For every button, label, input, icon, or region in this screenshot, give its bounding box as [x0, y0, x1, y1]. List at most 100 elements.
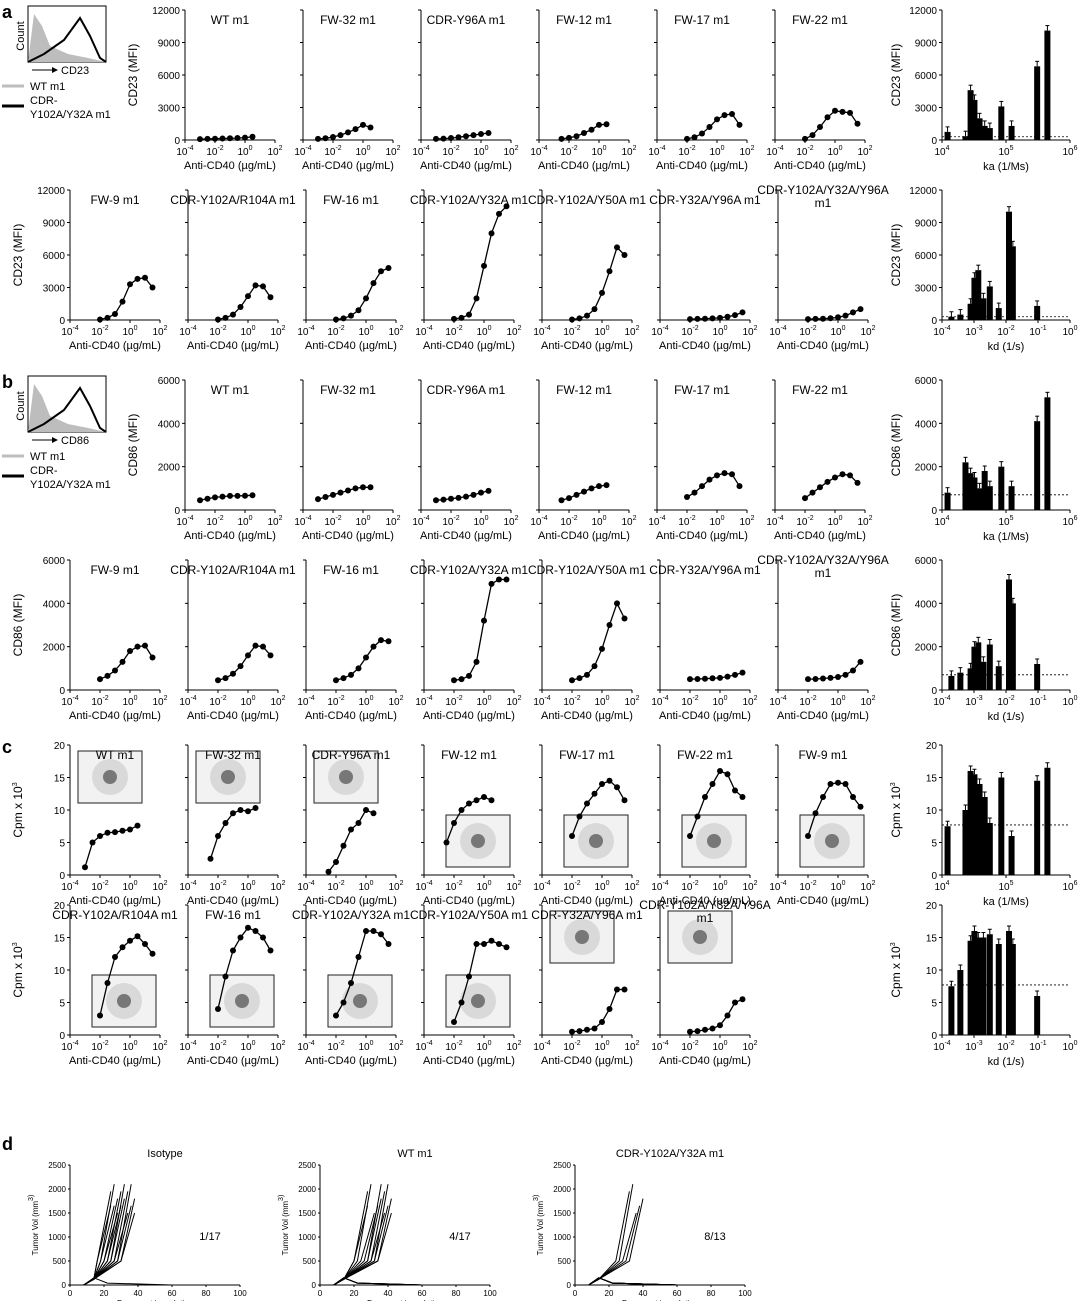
- sec-b-row2-fw-9-m1-point: [149, 654, 156, 661]
- sec-a-row2-cdr-y102a-r104a-m1-point: [230, 311, 236, 318]
- sec-c-row1-fw-9-m1-xtick-label-base: 10: [799, 882, 811, 893]
- sec-a-row1-cdr-y96a-m1-point: [485, 129, 492, 136]
- panel-d-wt-m1-ratio: 4/17: [449, 1231, 470, 1243]
- sec-a-row1-fw-12-m1-point: [603, 121, 610, 128]
- sec-c-row2-cdr-y102a-y32a-y96a-m1-point: [687, 1028, 693, 1035]
- sec-c-row1-wt-m1-ytick-label: 15: [54, 774, 66, 785]
- panel-d-cdr-y102a-y32a-m1-ytick-label: 500: [558, 1257, 572, 1266]
- sec-c-row1-wt-m1-xtick-label-exp: 2: [164, 880, 168, 887]
- sec-b-row1-fw-17-m1-xlabel: Anti-CD40 (µg/mL): [656, 530, 748, 542]
- sec-b-row1-fw-32-m1-xtick-label-exp: -2: [335, 515, 341, 522]
- sec-b-kd-bars-xtick-label: 10-3: [965, 695, 982, 708]
- sec-a-kd-bars-xtick-label-base: 10: [997, 327, 1009, 338]
- sec-b-row1-cdr-y96a-m1-xtick-label-exp: 2: [515, 515, 519, 522]
- sec-b-ka-bars-bar: [981, 471, 988, 510]
- sec-a-ka-bars-ytick-label: 0: [931, 136, 937, 147]
- panel-d-cdr-y102a-y32a-m1-title: CDR-Y102A/Y32A m1: [616, 1148, 724, 1160]
- sec-a-histogram-xlabel: CD23: [61, 65, 89, 77]
- sec-a-row1-fw-22-m1-point: [839, 108, 846, 115]
- sec-a-row2-cdr-y32a-y96a-m1-xtick-label-exp: 0: [724, 325, 728, 332]
- sec-a-row2-fw-16-m1-point: [378, 268, 384, 275]
- sec-b-row1-fw-12-m1-point: [573, 491, 580, 498]
- sec-c-row1-fw-22-m1-title: FW-22 m1: [677, 748, 733, 762]
- sec-c-row1-fw-32-m1-xtick-label-base: 10: [179, 882, 191, 893]
- sec-c-row1-fw-22-m1-point: [724, 771, 731, 778]
- sec-b-row2-cdr-y102a-y50a-m1-xtick-label-base: 10: [594, 697, 606, 708]
- sec-c-row2-cdr-y32a-y96a-m1-xtick-label-exp: -2: [574, 1040, 580, 1047]
- sec-c-row2-fw-16-m1-inset-colony: [235, 994, 249, 1008]
- sec-b-kd-bars-xtick-label-exp: -1: [1040, 695, 1046, 702]
- sec-b-row2-cdr-y102a-y50a-m1-curve: [571, 601, 626, 681]
- sec-c-row2-cdr-y102a-r104a-m1-xtick-label-base: 10: [152, 1042, 164, 1053]
- sec-c-row2-cdr-y32a-y96a-m1-xtick-label-exp: 2: [636, 1040, 640, 1047]
- sec-b-row2-cdr-y32a-y96a-m1-xtick-label-exp: -2: [692, 695, 698, 702]
- sec-b-row1-fw-12-m1-point: [566, 495, 572, 502]
- sec-a-row1-fw-32-m1-title: FW-32 m1: [320, 13, 376, 27]
- sec-b-row1-fw-17-m1-title: FW-17 m1: [674, 383, 730, 397]
- sec-c-row1-fw-12-m1-xtick-label-base: 10: [445, 882, 457, 893]
- sec-c-row2-cdr-y102a-y50a-m1-xtick-label-base: 10: [506, 1042, 518, 1053]
- sec-b-kd-bars-xtick-label-exp: -3: [976, 695, 982, 702]
- sec-a-row2-cdr-y102a-y32a-y96a-m1-xtick-label-base: 10: [830, 327, 842, 338]
- sec-b-row2-fw-9-m1-xtick-label-exp: -2: [102, 695, 108, 702]
- sec-b-row2-cdr-y32a-y96a-m1-point: [717, 674, 723, 681]
- sec-a-legend-mutant: CDR-: [30, 95, 58, 107]
- sec-b-row2-cdr-y32a-y96a-m1-point: [724, 673, 731, 680]
- sec-c-row1-fw-17-m1-xtick-label-base: 10: [594, 882, 606, 893]
- sec-c-row2-fw-16-m1-point: [222, 973, 229, 980]
- sec-c-row1-fw-22-m1-xtick-label-exp: -4: [662, 880, 668, 887]
- sec-b-kd-bars-bar: [967, 668, 974, 690]
- sec-b-row2-cdr-y102a-y32a-m1-point: [503, 576, 510, 583]
- sec-c-ka-bars-ylabel-exp: 3: [890, 782, 897, 786]
- sec-a-row1-fw-12-m1-point: [573, 133, 580, 140]
- sec-a-histogram-arrowhead: [52, 67, 58, 73]
- sec-c-row1-wt-m1-inset-colony: [103, 770, 117, 784]
- sec-b-row2-cdr-y102a-y50a-m1-xtick-label: 10-4: [533, 695, 550, 708]
- sec-a-row1-cdr-y96a-m1-xlabel: Anti-CD40 (µg/mL): [420, 160, 512, 172]
- sec-a-row1-fw-12-m1-xtick-label-base: 10: [621, 147, 633, 158]
- sec-c-row2-fw-16-m1-point: [215, 1006, 221, 1012]
- sec-a-row1-wt-m1-ytick-label: 9000: [158, 39, 181, 50]
- sec-c-row2-cdr-y102a-y32a-m1-point: [363, 928, 369, 934]
- panel-d-wt-m1-ytick-label: 500: [303, 1257, 317, 1266]
- sec-c-row1-wt-m1-point: [82, 864, 88, 871]
- sec-b-kd-bars-xtick-label-base: 10: [933, 697, 945, 708]
- sec-b-row2-cdr-y102a-y32a-m1-xtick-label-base: 10: [445, 697, 457, 708]
- panel-d-wt-m1-xtick-label: 80: [452, 1289, 461, 1298]
- panel-d-wt-m1-ylabel-exp: 3): [278, 1195, 285, 1201]
- panel-d-cdr-y102a-y32a-m1-curve: [588, 1205, 641, 1286]
- sec-b-ka-bars-xtick-label-exp: 5: [1010, 515, 1014, 522]
- sec-c-row2-fw-16-m1-xtick-label-exp: 0: [252, 1040, 256, 1047]
- sec-c-row1-fw-32-m1-point: [245, 808, 251, 815]
- sec-b-row2-fw-16-m1-xtick-label: 10-4: [297, 695, 314, 708]
- panel-d-wt-m1-ytick-label: 0: [312, 1281, 317, 1290]
- sec-a-histogram-ylabel: Count: [15, 21, 27, 50]
- sec-b-kd-bars-ylabel: CD86 (MFI): [889, 594, 903, 657]
- sec-b-row2-cdr-y102a-y50a-m1-point: [599, 645, 605, 652]
- sec-c-row1-fw-17-m1-point: [569, 833, 575, 839]
- sec-c-kd-bars-ytick-label: 15: [926, 934, 938, 945]
- sec-b-row1-cdr-y96a-m1-xtick-label-base: 10: [473, 517, 485, 528]
- sec-c-row1-fw-22-m1-point: [687, 833, 693, 839]
- sec-a-row2-fw-9-m1-xtick-label: 100: [122, 325, 137, 338]
- sec-b-row1-fw-17-m1-point: [721, 470, 728, 477]
- sec-b-row2-cdr-y102a-y50a-m1-xtick-label-exp: -2: [574, 695, 580, 702]
- sec-c-row2-cdr-y102a-y32a-y96a-m1-point: [724, 1012, 731, 1019]
- sec-a-row2-fw-9-m1-xtick-label: 102: [152, 325, 167, 338]
- sec-a-kd-bars-xtick-label: 10-1: [1029, 325, 1046, 338]
- sec-a-row2-cdr-y32a-y96a-m1-title: CDR-Y32A/Y96A m1: [649, 193, 761, 207]
- sec-a-row2-fw-9-m1-point: [149, 284, 156, 291]
- sec-c-row2-cdr-y102a-y32a-m1-xtick-label-base: 10: [358, 1042, 370, 1053]
- sec-c-kd-bars-xtick-label: 10-1: [1029, 1040, 1046, 1053]
- sec-c-row1-fw-9-m1-xtick-label: 10-4: [769, 880, 786, 893]
- sec-a-kd-bars-xtick-label-base: 10: [965, 327, 977, 338]
- sec-b-row2-cdr-y32a-y96a-m1-xtick-label-base: 10: [712, 697, 724, 708]
- sec-a-row2-cdr-y102a-y32a-y96a-m1-point: [805, 316, 811, 323]
- sec-b-row1-wt-m1-xtick-label: 10-2: [206, 515, 223, 528]
- sec-c-row2-cdr-y32a-y96a-m1-xtick-label-base: 10: [624, 1042, 636, 1053]
- sec-a-row1-fw-22-m1-xtick-label: 10-4: [766, 145, 783, 158]
- sec-a-row1-fw-22-m1-point: [802, 135, 808, 142]
- sec-a-row2-fw-16-m1-xlabel: Anti-CD40 (µg/mL): [305, 340, 397, 352]
- sec-c-row2-cdr-y102a-y32a-y96a-m1-xtick-label: 10-4: [651, 1040, 668, 1053]
- sec-c-row2-fw-16-m1-xtick-label: 102: [270, 1040, 285, 1053]
